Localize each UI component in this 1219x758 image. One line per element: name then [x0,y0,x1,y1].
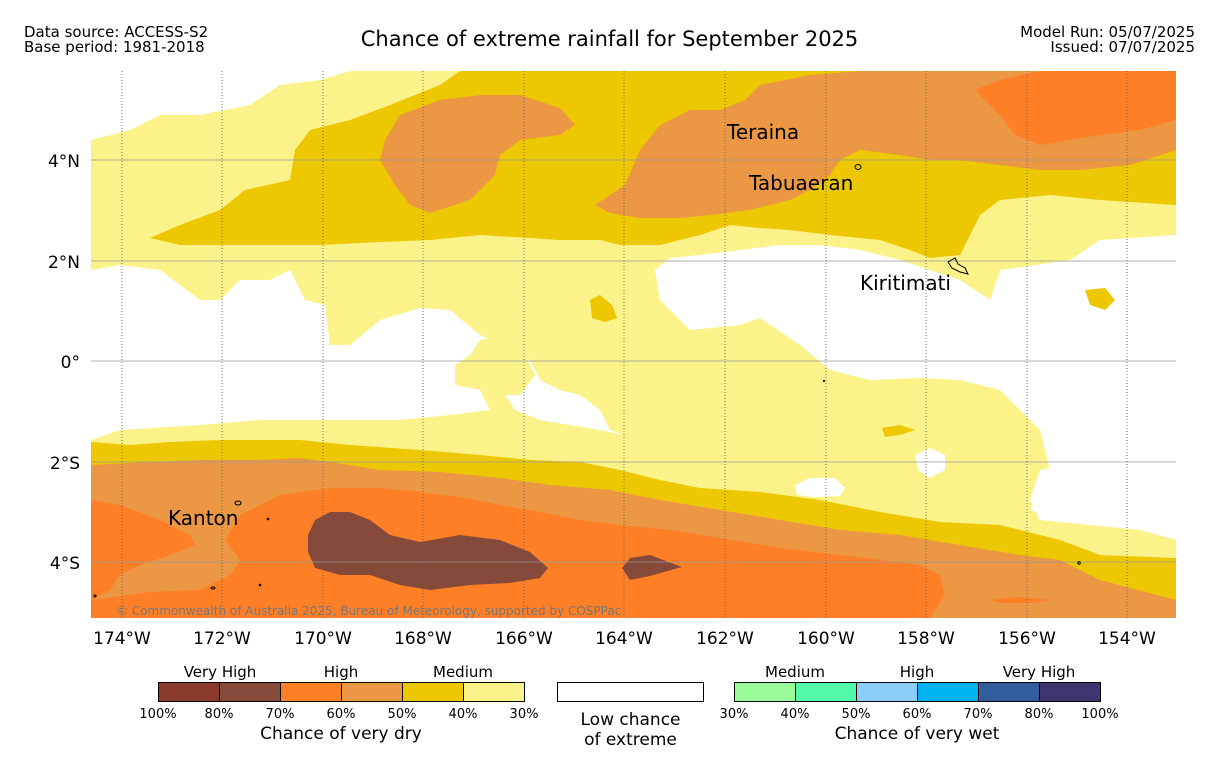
wet-swatch-2 [856,682,918,702]
data-source-label: Data source: ACCESS-S2 [24,23,209,41]
dry-tick: 50% [387,707,417,722]
region-high-ne [975,71,1176,145]
x-tick-label: 162°W [696,629,754,649]
meridians [121,71,1128,618]
region-high-light-north [380,95,575,213]
dry-swatch-2 [280,682,342,702]
x-tick-label: 154°W [1098,629,1156,649]
y-tick-label: 2°N [48,253,80,273]
dry-legend-title: Chance of very dry [260,724,422,744]
base-period-label: Base period: 1981-2018 [24,38,205,56]
dry-header-high: High [323,663,359,681]
dry-tick: 70% [265,707,295,722]
region-high-south-east [990,597,1050,603]
place-label-kiritimati: Kiritimati [860,271,951,295]
x-tick-label: 164°W [595,629,653,649]
low-chance-swatch [557,682,704,702]
dry-tick: 100% [139,707,177,722]
low-chance-line2: of extreme [584,730,677,750]
y-tick-label: 4°S [50,554,80,574]
dry-swatch-1 [219,682,281,702]
dry-header-very-high: Very High [183,663,257,681]
dry-tick: 80% [204,707,234,722]
wet-swatch-0 [734,682,796,702]
dry-swatch-4 [402,682,464,702]
x-tick-label: 172°W [193,629,251,649]
region-low-south2 [915,448,945,478]
y-axis: 4°N 2°N 0° 2°S 4°S [48,152,80,574]
x-tick-label: 158°W [897,629,955,649]
wet-tick: 80% [1024,707,1054,722]
wet-swatch-5 [1039,682,1101,702]
dry-swatch-5 [463,682,525,702]
dry-tick: 60% [326,707,356,722]
low-chance-line1: Low chance [580,710,681,730]
map-field [91,71,1176,618]
wet-tick: 60% [902,707,932,722]
wet-tick: 50% [841,707,871,722]
dry-header-medium: Medium [433,663,493,681]
rainfall-map: Teraina Tabuaeran Kiritimati Kanton © Co… [48,71,1176,649]
place-label-kanton: Kanton [168,506,238,530]
wet-tick: 30% [719,707,749,722]
x-tick-label: 170°W [294,629,352,649]
island-kanton [234,500,242,506]
region-high-south [91,500,195,600]
island-tabuaeran [854,164,862,170]
wet-header-very-high: Very High [1002,663,1076,681]
wet-swatch-3 [917,682,979,702]
x-tick-label: 160°W [797,629,855,649]
copyright-note: © Commonwealth of Australia 2025, Bureau… [116,604,621,618]
wet-header-high: High [899,663,935,681]
wet-swatch-1 [795,682,857,702]
place-label-teraina: Teraina [726,120,799,144]
region-very-high-south [308,512,548,590]
model-run-label: Model Run: 05/07/2025 [1020,23,1195,41]
region-medium-blob2 [882,425,915,437]
dry-tick: 40% [448,707,478,722]
issued-label: Issued: 07/07/2025 [1050,38,1195,56]
region-medium-blob3 [1085,288,1115,310]
wet-legend-title: Chance of very wet [834,724,1000,744]
region-low-south3 [1030,460,1176,538]
y-tick-label: 2°S [50,454,80,474]
low-chance-label: Low chance of extreme [557,710,704,750]
x-tick-label: 174°W [93,629,151,649]
region-low-south1 [795,478,845,497]
island-kiritimati [947,257,969,275]
x-tick-label: 166°W [495,629,553,649]
wet-tick: 40% [780,707,810,722]
wet-swatch-4 [978,682,1040,702]
wet-tick: 70% [963,707,993,722]
wet-tick: 100% [1081,707,1119,722]
dry-swatch-3 [341,682,403,702]
place-label-tabuaeran: Tabuaeran [748,171,853,195]
dry-tick: 30% [509,707,539,722]
dry-swatch-0 [158,682,220,702]
x-tick-label: 168°W [394,629,452,649]
region-low-east [1160,292,1176,325]
region-medium-blob1 [590,295,617,322]
region-very-high-south2 [622,555,682,580]
y-tick-label: 0° [61,353,80,373]
x-axis: 174°W 172°W 170°W 168°W 166°W 164°W 162°… [93,629,1156,649]
x-tick-label: 156°W [998,629,1056,649]
wet-header-medium: Medium [765,663,825,681]
page-title: Chance of extreme rainfall for September… [360,27,859,51]
graticule [91,159,1176,563]
islands [93,164,1081,598]
y-tick-label: 4°N [48,152,80,172]
